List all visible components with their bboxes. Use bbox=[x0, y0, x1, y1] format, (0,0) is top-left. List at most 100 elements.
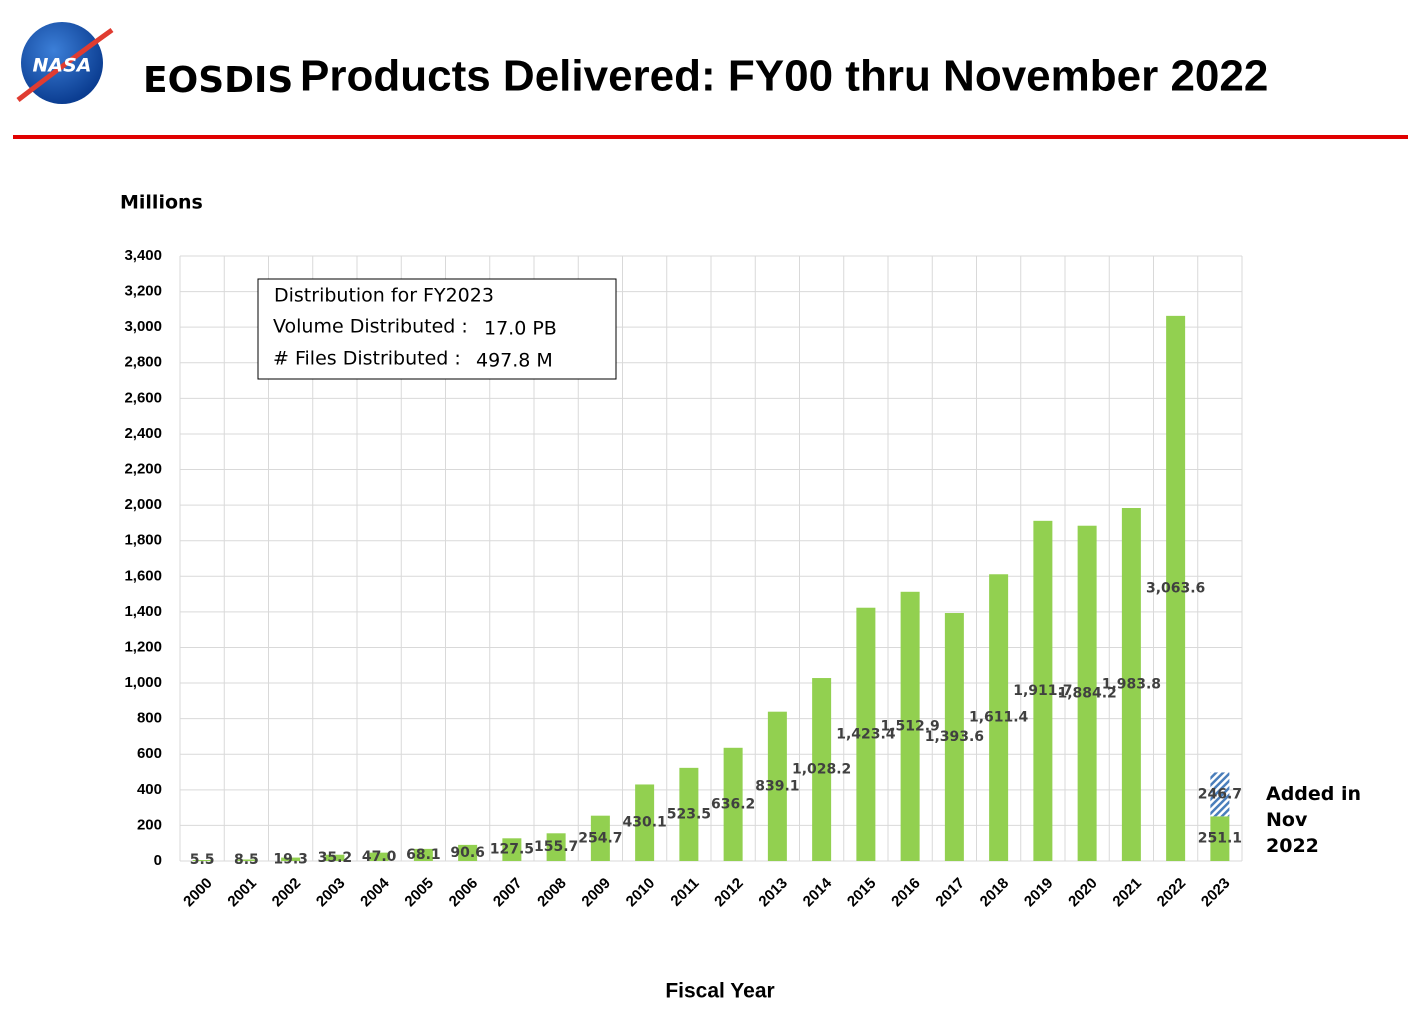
y-axis-label: Millions bbox=[120, 192, 203, 214]
info-label: # Files Distributed : bbox=[273, 348, 461, 370]
data-label: 246.7 bbox=[1198, 786, 1242, 802]
y-tick-label: 2,600 bbox=[124, 389, 162, 406]
x-tick-label: 2008 bbox=[534, 875, 570, 911]
x-tick-label: 2012 bbox=[711, 875, 747, 911]
x-tick-label: 2021 bbox=[1109, 875, 1145, 911]
x-tick-label: 2001 bbox=[224, 875, 260, 911]
bar bbox=[502, 838, 522, 861]
y-tick-label: 2,400 bbox=[124, 425, 162, 442]
header-rule bbox=[13, 135, 1408, 139]
bar bbox=[1210, 816, 1230, 861]
bar bbox=[458, 844, 478, 861]
x-tick-label: 2009 bbox=[578, 875, 614, 911]
y-tick-label: 1,600 bbox=[124, 567, 162, 584]
data-label: 1,983.8 bbox=[1102, 677, 1161, 693]
x-tick-label: 2007 bbox=[490, 875, 526, 911]
info-box-frame bbox=[257, 278, 617, 380]
x-tick-label: 2019 bbox=[1021, 875, 1057, 911]
x-tick-label: 2013 bbox=[755, 875, 791, 911]
x-axis-label: Fiscal Year bbox=[665, 980, 774, 1003]
data-label: 254.7 bbox=[578, 830, 622, 846]
x-tick-label: 2018 bbox=[977, 875, 1013, 911]
y-tick-label: 2,800 bbox=[124, 354, 162, 371]
y-tick-label: 3,400 bbox=[124, 247, 162, 264]
data-label: 251.1 bbox=[1198, 831, 1242, 847]
data-label: 68.1 bbox=[406, 847, 441, 863]
y-tick-label: 2,200 bbox=[124, 460, 162, 477]
x-tick-label: 2016 bbox=[888, 875, 924, 911]
y-tick-label: 1,800 bbox=[124, 532, 162, 549]
y-tick-label: 0 bbox=[154, 852, 162, 869]
x-tick-label: 2023 bbox=[1198, 875, 1234, 911]
bar bbox=[590, 815, 610, 861]
data-label: 523.5 bbox=[667, 806, 711, 822]
x-tick-label: 2015 bbox=[844, 875, 880, 911]
data-label: 1,393.6 bbox=[925, 729, 984, 745]
data-label: 636.2 bbox=[711, 796, 755, 812]
y-tick-label: 2,000 bbox=[124, 496, 162, 513]
bar bbox=[281, 857, 301, 861]
bar bbox=[812, 678, 832, 861]
data-label: 5.5 bbox=[190, 852, 215, 868]
bar bbox=[192, 860, 212, 861]
x-tick-label: 2004 bbox=[357, 874, 393, 910]
data-label: 8.5 bbox=[234, 852, 259, 868]
data-label: 90.6 bbox=[450, 845, 485, 861]
data-label: 35.2 bbox=[318, 850, 353, 866]
bar bbox=[944, 613, 964, 861]
info-label: Volume Distributed : bbox=[273, 316, 468, 338]
y-tick-label: 800 bbox=[137, 710, 162, 727]
data-label: 19.3 bbox=[273, 851, 308, 867]
bar bbox=[325, 854, 345, 861]
data-label: 3,063.6 bbox=[1146, 580, 1205, 596]
data-label: 1,028.2 bbox=[792, 762, 851, 778]
bar bbox=[723, 747, 743, 861]
bar bbox=[1121, 508, 1141, 861]
x-tick-label: 2022 bbox=[1154, 875, 1190, 911]
x-tick-label: 2020 bbox=[1065, 875, 1101, 911]
x-tick-label: 2010 bbox=[623, 875, 659, 911]
data-label: 1,512.9 bbox=[880, 718, 939, 734]
data-label: 1,423.4 bbox=[836, 726, 896, 742]
x-tick-label: 2002 bbox=[269, 875, 305, 911]
y-tick-label: 1,200 bbox=[124, 638, 162, 655]
bar bbox=[989, 574, 1009, 861]
bar bbox=[679, 767, 699, 861]
y-tick-label: 3,000 bbox=[124, 318, 162, 335]
data-label: 839.1 bbox=[755, 778, 799, 794]
bar bbox=[236, 859, 256, 861]
bar bbox=[767, 711, 787, 861]
y-tick-label: 600 bbox=[137, 745, 162, 762]
y-tick-label: 200 bbox=[137, 816, 162, 833]
info-box: Distribution for FY2023 Volume Distribut… bbox=[257, 278, 617, 380]
bar bbox=[1033, 520, 1053, 861]
y-tick-label: 3,200 bbox=[124, 283, 162, 300]
data-label: 127.5 bbox=[490, 842, 534, 858]
x-tick-label: 2011 bbox=[667, 875, 702, 910]
bar bbox=[546, 833, 566, 861]
logo-swoosh bbox=[16, 27, 114, 102]
y-tick-label: 1,000 bbox=[124, 674, 162, 691]
legend-entry: Added in Nov 2022 bbox=[1266, 783, 1362, 857]
x-tick-label: 2000 bbox=[180, 875, 216, 911]
bar bbox=[856, 607, 876, 861]
y-tick-label: 400 bbox=[137, 781, 162, 798]
info-value: 497.8 M bbox=[476, 350, 553, 372]
x-tick-label: 2014 bbox=[800, 874, 836, 910]
data-label: 1,884.2 bbox=[1057, 685, 1116, 701]
x-tick-label: 2017 bbox=[932, 875, 968, 911]
bar bbox=[1077, 525, 1097, 861]
data-label: 430.1 bbox=[622, 815, 666, 831]
x-tick-label: 2006 bbox=[446, 875, 482, 911]
chart-title: Products Delivered: FY00 thru November 2… bbox=[300, 52, 1268, 101]
x-tick-label: 2003 bbox=[313, 875, 349, 911]
logo-text: NASA bbox=[33, 55, 92, 77]
bar bbox=[900, 591, 920, 861]
info-value: 17.0 PB bbox=[484, 318, 557, 340]
y-tick-label: 1,400 bbox=[124, 603, 162, 620]
title-prefix: EOSDIS bbox=[143, 60, 293, 101]
data-label: 1,611.4 bbox=[969, 710, 1029, 726]
x-tick-label: 2005 bbox=[401, 875, 437, 911]
data-label: 47.0 bbox=[362, 849, 397, 865]
